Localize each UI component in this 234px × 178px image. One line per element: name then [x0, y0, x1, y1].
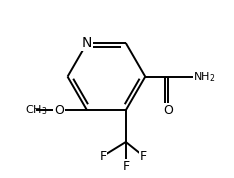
- Text: NH$_2$: NH$_2$: [193, 70, 216, 83]
- Text: O: O: [54, 104, 64, 117]
- Text: CH$_3$: CH$_3$: [25, 103, 47, 117]
- Text: N: N: [82, 36, 92, 50]
- Text: F: F: [140, 150, 147, 163]
- Text: O: O: [163, 104, 173, 117]
- Text: F: F: [99, 150, 106, 163]
- Text: F: F: [122, 160, 129, 173]
